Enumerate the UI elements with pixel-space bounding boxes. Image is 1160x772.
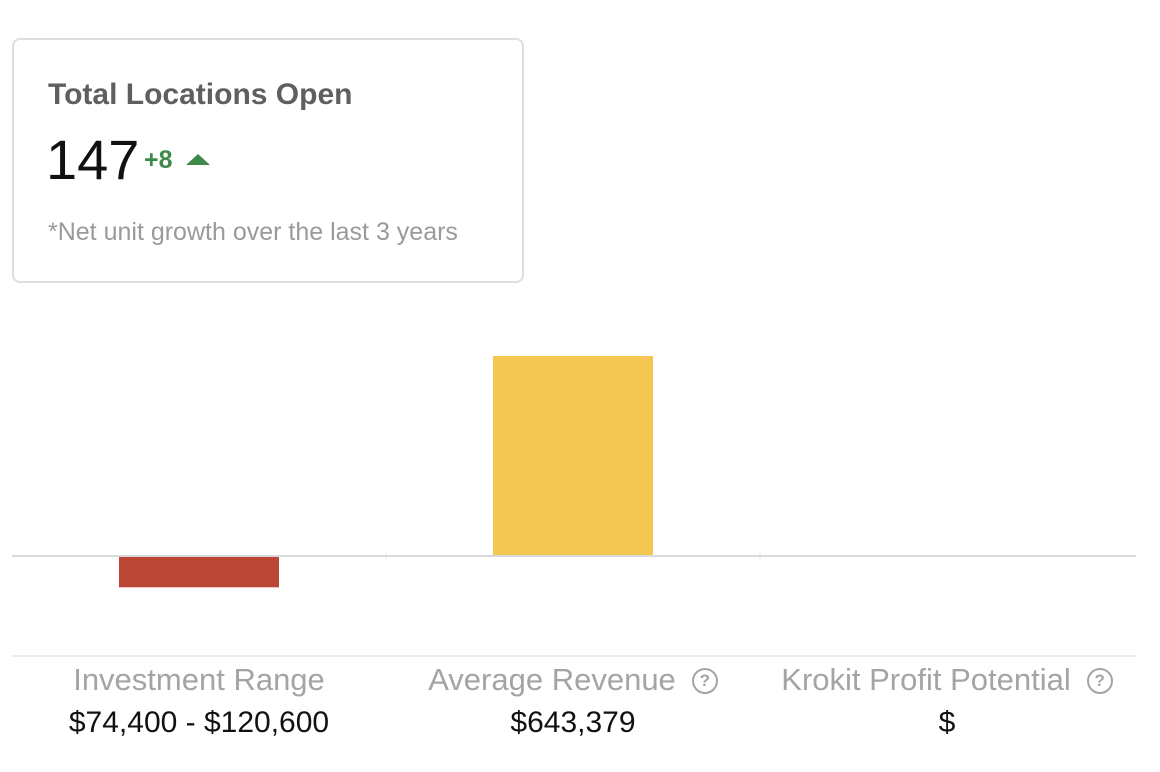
col-value-investment-range: $74,400 - $120,600	[68, 706, 330, 739]
card-footnote: *Net unit growth over the last 3 years	[48, 218, 458, 246]
total-locations-card: Total Locations Open 147 +8 *Net unit gr…	[12, 38, 524, 283]
triangle-up-icon	[186, 154, 210, 165]
col-label-average-revenue: Average Revenue?	[386, 662, 760, 698]
locations-count: 147	[46, 128, 140, 191]
question-circle-icon[interactable]: ?	[691, 668, 718, 694]
card-title: Total Locations Open	[48, 78, 353, 111]
col-value-average-revenue: $643,379	[510, 706, 636, 739]
col-value-profit-potential: $	[938, 706, 956, 739]
col-label-investment-range: Investment Range	[73, 662, 325, 697]
bar-investment-range	[119, 557, 279, 588]
col-label-profit-potential: Krokit Profit Potential?	[760, 662, 1134, 698]
question-circle-icon[interactable]: ?	[1086, 668, 1113, 694]
bar-average-revenue	[493, 356, 653, 556]
locations-delta: +8	[144, 146, 173, 174]
